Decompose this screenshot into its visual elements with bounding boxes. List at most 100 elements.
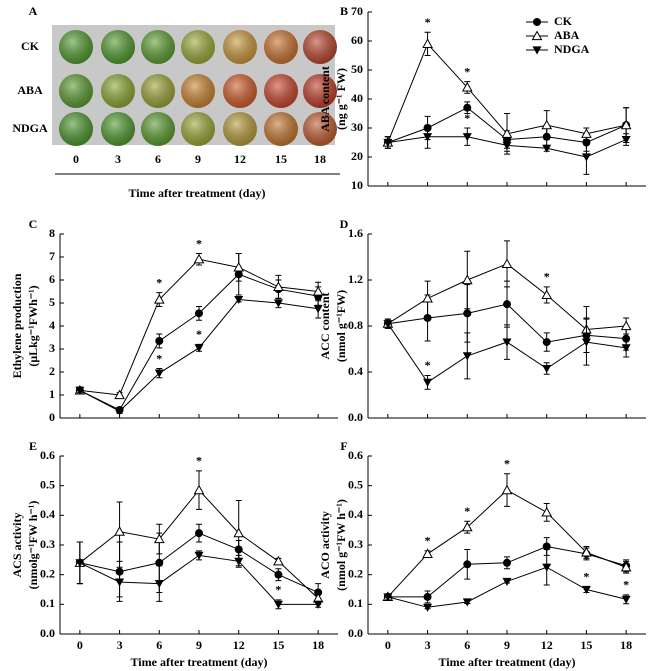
data-point	[422, 292, 433, 303]
series-line	[387, 566, 627, 608]
significance-mark: *	[544, 270, 550, 284]
column-label: 3	[115, 152, 121, 166]
y-tick-label: 0.2	[40, 566, 55, 580]
data-point	[502, 338, 512, 347]
legend-label: NDGA	[554, 42, 590, 56]
tomato-shade	[303, 30, 337, 64]
y-tick-label: 0.4	[348, 364, 363, 378]
data-point	[383, 138, 393, 147]
data-point	[503, 558, 511, 567]
data-point	[541, 289, 553, 300]
x-tick-label: 3	[425, 638, 431, 652]
tomato-shade	[101, 112, 135, 146]
y-tick-label: 7	[49, 249, 55, 263]
data-point	[503, 300, 511, 309]
y-tick-label: 30	[351, 120, 363, 134]
tomato-shade	[59, 112, 93, 146]
y-tick-label: 0.1	[348, 596, 363, 610]
panel-label: E	[29, 439, 37, 453]
x-tick-label: 15	[580, 638, 592, 652]
data-point	[620, 561, 632, 572]
data-point	[621, 344, 631, 353]
y-tick-label: 0.6	[348, 448, 363, 462]
data-point	[154, 369, 164, 378]
panel-label: C	[29, 217, 38, 231]
panel-label: D	[340, 217, 349, 231]
series-line	[79, 554, 319, 605]
y-tick-label: 1.6	[348, 226, 363, 240]
data-point	[542, 542, 551, 551]
data-point	[541, 506, 553, 517]
data-point	[155, 336, 164, 345]
column-label: 15	[275, 152, 287, 166]
tomato-shade	[303, 74, 337, 108]
x-tick-label: 0	[385, 638, 391, 652]
data-point	[273, 600, 283, 609]
x-tick-label: 6	[156, 638, 162, 652]
significance-mark: *	[623, 578, 629, 592]
data-point	[423, 592, 432, 601]
y-tick-label: 50	[351, 62, 363, 76]
data-point	[423, 133, 433, 142]
y-tick-label: 70	[351, 4, 363, 18]
x-tick-label: 12	[233, 638, 245, 652]
data-point	[501, 128, 513, 138]
y-tick-label: 0.5	[40, 477, 55, 491]
column-label: 9	[195, 152, 201, 166]
significance-mark: *	[504, 457, 510, 471]
column-label: 18	[314, 152, 326, 166]
significance-mark: *	[425, 15, 431, 29]
data-point	[234, 557, 244, 566]
y-tick-label: 2	[49, 364, 55, 378]
tomato-shade	[141, 74, 175, 108]
data-point	[114, 526, 125, 536]
data-point	[114, 389, 125, 400]
data-point	[463, 560, 472, 569]
legend-label: CK	[554, 14, 573, 28]
y-axis-title: (ng g⁻¹ FW)	[334, 68, 348, 130]
tomato-shade	[303, 112, 337, 146]
y-tick-label: 6	[49, 272, 55, 286]
legend-marker	[533, 18, 541, 26]
data-point	[383, 320, 393, 329]
significance-mark: *	[156, 351, 162, 365]
row-label: ABA	[17, 83, 43, 97]
tomato-shade	[101, 74, 135, 108]
data-point	[115, 407, 125, 416]
data-point	[620, 119, 632, 130]
tomato-shade	[181, 74, 215, 108]
significance-mark: *	[196, 327, 202, 341]
y-axis-title: (nmolg⁻¹FW h⁻¹)	[26, 501, 40, 590]
data-point	[462, 352, 472, 361]
y-tick-label: 0	[49, 410, 55, 424]
y-tick-label: 0.0	[348, 626, 363, 640]
data-point	[115, 578, 125, 587]
data-point	[501, 258, 513, 268]
y-axis-title: ABA content	[318, 66, 332, 132]
series-line	[79, 273, 319, 411]
x-axis-title: Time after treatment (day)	[439, 655, 576, 669]
data-point	[313, 600, 323, 609]
panel-label: B	[340, 4, 348, 18]
data-point	[234, 295, 244, 305]
data-point	[153, 294, 165, 304]
x-tick-label: 9	[504, 638, 510, 652]
column-label: 0	[73, 152, 79, 166]
data-point	[502, 141, 512, 150]
y-axis-title: (nmol g⁻¹FW h⁻¹)	[334, 499, 348, 591]
data-point	[273, 281, 284, 291]
data-point	[541, 119, 553, 130]
x-tick-label: 18	[620, 638, 632, 652]
data-point	[153, 533, 165, 544]
data-point	[312, 285, 324, 296]
panel-label: F	[340, 439, 347, 453]
tomato-shade	[141, 30, 175, 64]
data-point	[621, 136, 631, 145]
y-tick-label: 3	[49, 341, 55, 355]
data-point	[461, 274, 473, 285]
x-tick-label: 15	[272, 638, 284, 652]
significance-mark: *	[156, 275, 162, 289]
data-point	[461, 81, 473, 92]
y-tick-label: 0.3	[40, 537, 55, 551]
data-point	[193, 484, 205, 495]
